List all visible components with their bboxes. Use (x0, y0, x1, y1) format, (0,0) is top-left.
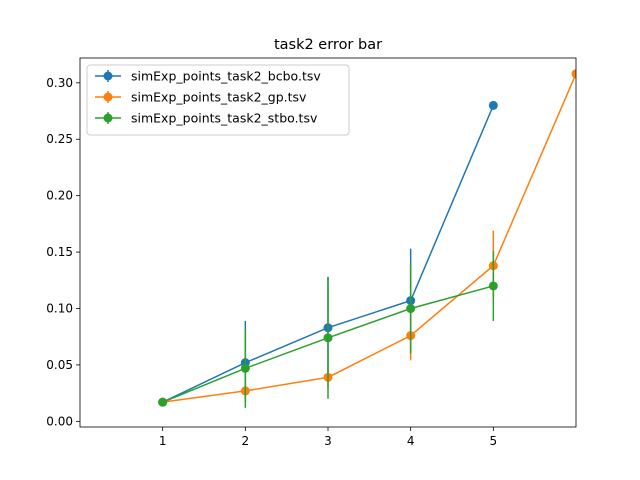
axes: 1 2 3 4 5 0.00 0.05 0.10 0.15 0.20 0.25 0.30 (46, 57, 577, 448)
legend-label: simExp_points_task2_stbo.tsv (131, 111, 318, 126)
x-tick-label: 2 (242, 434, 250, 448)
legend-item: simExp_points_task2_gp.tsv (95, 90, 307, 105)
y-tick-label: 0.30 (46, 76, 73, 90)
y-tick-label: 0.25 (46, 132, 73, 146)
legend-label: simExp_points_task2_gp.tsv (131, 90, 307, 105)
data-point (158, 397, 168, 407)
series-2 (158, 250, 498, 408)
chart-title: task2 error bar (274, 37, 382, 53)
legend-marker (103, 71, 113, 81)
legend: simExp_points_task2_bcbo.tsv simExp_point… (86, 64, 350, 136)
y-tick-label: 0.00 (46, 414, 73, 428)
data-point (240, 363, 250, 373)
y-tick-label: 0.05 (46, 358, 73, 372)
y-tick-label: 0.15 (46, 245, 73, 259)
y-tick-label: 0.10 (46, 302, 73, 316)
data-point (488, 100, 498, 110)
series-line (162, 73, 576, 403)
x-tick-label: 3 (324, 434, 332, 448)
data-point (571, 69, 576, 79)
plot-area (158, 69, 576, 408)
legend-item: simExp_points_task2_bcbo.tsv (95, 69, 321, 84)
legend-item: simExp_points_task2_stbo.tsv (95, 111, 318, 126)
data-point (488, 281, 498, 291)
legend-marker (103, 92, 113, 102)
y-tick-label: 0.20 (46, 189, 73, 203)
legend-box (86, 64, 350, 136)
x-tick-label: 5 (490, 434, 498, 448)
series-group (158, 69, 576, 408)
data-point (323, 333, 333, 343)
legend-label: simExp_points_task2_bcbo.tsv (131, 69, 321, 84)
x-tick-label: 4 (407, 434, 415, 448)
x-tick-label: 1 (159, 434, 167, 448)
legend-marker (103, 113, 113, 123)
data-point (406, 304, 416, 314)
